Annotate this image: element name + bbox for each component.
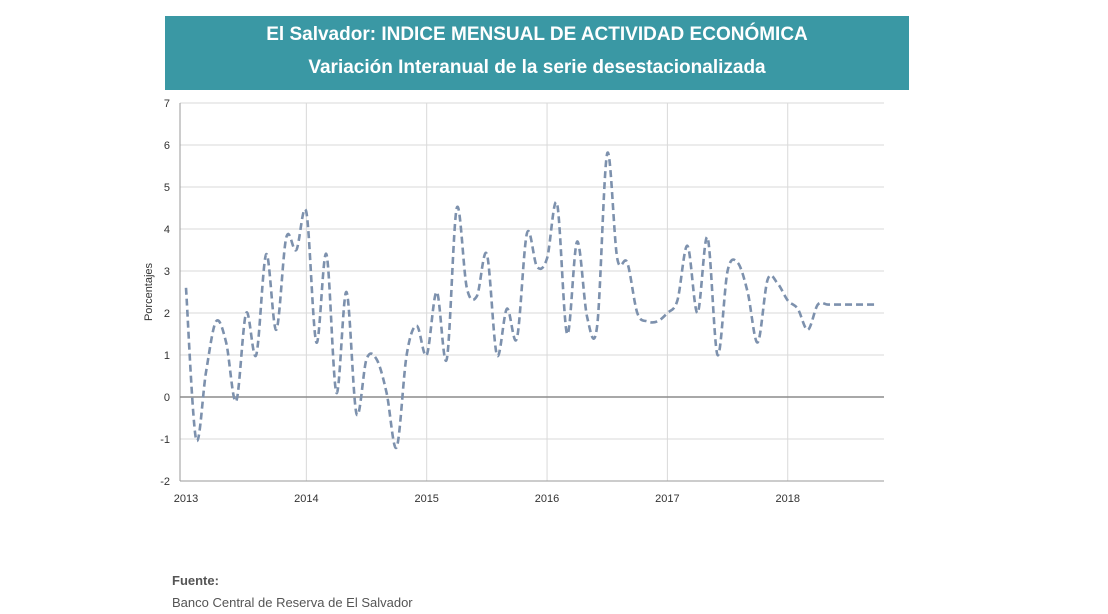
- y-tick-label: 7: [164, 98, 170, 110]
- y-tick-label: -2: [160, 476, 170, 488]
- y-tick-label: 3: [164, 266, 170, 278]
- x-tick-label: 2013: [174, 493, 198, 505]
- source-label: Fuente:: [172, 573, 219, 588]
- series-line: [184, 151, 878, 449]
- y-tick-label: 5: [164, 182, 170, 194]
- x-tick-label: 2015: [414, 493, 438, 505]
- y-tick-label: 4: [164, 224, 170, 236]
- chart-title: El Salvador: INDICE MENSUAL DE ACTIVIDAD…: [266, 24, 808, 45]
- source-note: Fuente: Banco Central de Reserva de El S…: [172, 570, 413, 614]
- y-axis-label: Porcentajes: [143, 262, 155, 321]
- x-tick-label: 2017: [655, 493, 679, 505]
- y-tick-label: 6: [164, 140, 170, 152]
- x-tick-label: 2014: [294, 493, 318, 505]
- y-tick-label: -1: [160, 434, 170, 446]
- source-text: Banco Central de Reserva de El Salvador: [172, 595, 413, 610]
- y-tick-label: 2: [164, 308, 170, 320]
- x-tick-label: 2016: [535, 493, 559, 505]
- y-tick-label: 0: [164, 392, 170, 404]
- chart-header: El Salvador: INDICE MENSUAL DE ACTIVIDAD…: [165, 16, 909, 90]
- chart-subtitle: Variación Interanual de la serie desesta…: [308, 57, 766, 78]
- x-tick-label: 2018: [775, 493, 799, 505]
- y-tick-label: 1: [164, 350, 170, 362]
